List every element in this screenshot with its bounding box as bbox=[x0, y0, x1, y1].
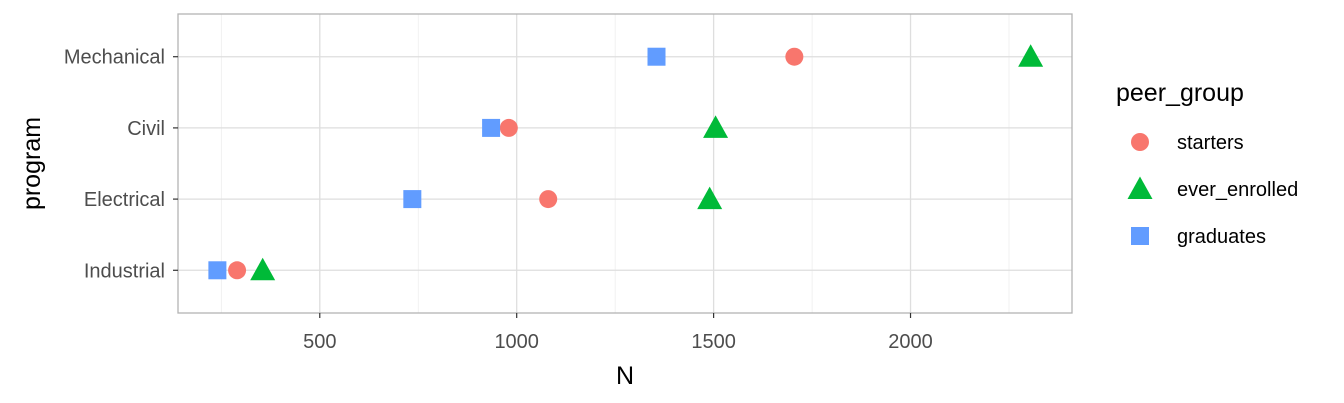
legend-label-ever-enrolled: ever_enrolled bbox=[1177, 179, 1298, 201]
panel-background bbox=[178, 14, 1072, 313]
legend-key-starters bbox=[1131, 133, 1149, 151]
point-starters-industrial bbox=[228, 261, 247, 280]
point-ever-enrolled-mechanical bbox=[1018, 44, 1044, 67]
panel-border bbox=[177, 13, 1073, 314]
x-axis-ticks: 500 1000 1500 2000 bbox=[303, 313, 933, 353]
y-axis-ticks: Industrial Electrical Civil Mechanical bbox=[64, 47, 178, 282]
data-points bbox=[208, 44, 1044, 281]
point-graduates-electrical bbox=[403, 190, 422, 209]
plot-panel bbox=[177, 13, 1073, 314]
x-tick-label: 500 bbox=[303, 331, 336, 353]
point-graduates-civil bbox=[482, 118, 501, 137]
x-axis-title: N bbox=[616, 362, 634, 390]
point-ever-enrolled-electrical bbox=[697, 186, 723, 210]
legend-label-starters: starters bbox=[1177, 132, 1244, 154]
point-starters-electrical bbox=[539, 190, 558, 209]
x-tick-label: 2000 bbox=[888, 331, 933, 353]
y-tick-label: Mechanical bbox=[64, 47, 165, 69]
legend-label-graduates: graduates bbox=[1177, 226, 1266, 248]
point-graduates-mechanical bbox=[647, 47, 666, 66]
legend-title: peer_group bbox=[1116, 79, 1244, 107]
legend: peer_group starters ever_enrolled graduate… bbox=[1116, 79, 1298, 248]
point-graduates-industrial bbox=[208, 261, 227, 280]
y-tick-label: Industrial bbox=[84, 260, 165, 282]
point-starters-mechanical bbox=[785, 47, 804, 66]
y-tick-label: Electrical bbox=[84, 189, 165, 211]
y-tick-label: Civil bbox=[127, 118, 165, 140]
legend-key-graduates bbox=[1131, 227, 1149, 245]
legend-items: starters ever_enrolled graduates bbox=[1127, 132, 1298, 248]
point-starters-civil bbox=[499, 118, 518, 137]
x-tick-label: 1500 bbox=[691, 331, 736, 353]
legend-key-ever-enrolled bbox=[1127, 176, 1153, 199]
y-axis-title: program bbox=[18, 117, 46, 210]
point-ever-enrolled-industrial bbox=[250, 257, 276, 281]
x-tick-label: 1000 bbox=[494, 331, 539, 353]
point-ever-enrolled-civil bbox=[703, 115, 729, 138]
